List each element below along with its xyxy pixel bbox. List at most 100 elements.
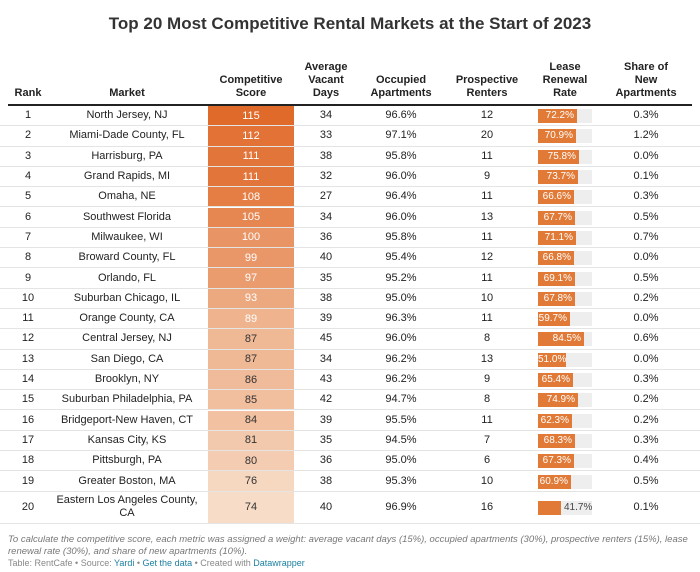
table-row: 76 19 Greater Boston, MA 38 95.3% 10 0.5% 60.9% [0,471,700,492]
source-link[interactable]: Yardi [114,558,135,568]
rank-cell: 6 [24,210,32,223]
score-cell: 93 [208,288,294,308]
table-row: 108 5 Omaha, NE 27 96.4% 11 0.3% 66.6% [0,187,700,208]
new-apartments-cell: 0.3% [633,433,659,446]
renewal-bar: 59.7% [538,312,570,327]
occupied-cell: 94.7% [385,393,417,406]
score-cell: 81 [208,430,294,451]
market-cell: Grand Rapids, MI [83,170,171,183]
occupied-cell: 95.8% [385,149,417,162]
renewal-bar-track: 71.1% [538,230,592,245]
new-apartments-cell: 0.2% [633,291,659,304]
score-cell: 80 [208,451,294,471]
vacant-days-cell: 38 [319,149,333,162]
table-row: 97 9 Orlando, FL 35 95.2% 11 0.5% 69.1% [0,268,700,289]
renewal-bar: 67.8% [538,291,575,306]
score-cell: 112 [208,126,294,146]
occupied-cell: 96.2% [385,373,417,386]
prospective-cell: 10 [480,291,494,304]
rank-cell: 16 [21,413,35,426]
table-row: 85 15 Suburban Philadelphia, PA 42 94.7% 8 0.2… [0,390,700,411]
new-apartments-cell: 1.2% [633,129,659,142]
rank-cell: 14 [21,373,35,386]
table-row: 99 8 Broward County, FL 40 95.4% 12 0.0% 66.8% [0,248,700,269]
market-cell: San Diego, CA [90,352,164,365]
header-rank: Rank [14,87,42,99]
header-renewal: Lease Renewal Rate [542,61,588,99]
renewal-bar: 69.1% [538,271,575,286]
renewal-bar-track: 69.1% [538,271,592,286]
prospective-cell: 11 [481,271,493,284]
market-cell: Southwest Florida [82,210,172,223]
prospective-cell: 12 [480,251,494,264]
rank-cell: 3 [24,149,32,162]
renewal-bar-track: 74.9% [538,393,592,408]
score-cell: 86 [208,369,294,390]
table-row: 87 13 San Diego, CA 34 96.2% 13 0.0% 51.0% [0,349,700,370]
renewal-bar-track: 72.2% [538,109,592,124]
occupied-cell: 96.6% [385,109,417,122]
renewal-bar: 70.9% [538,129,576,144]
score-cell: 84 [208,410,294,430]
vacant-days-cell: 34 [319,109,333,122]
credit-suffix: • Created with [192,558,254,568]
prospective-cell: 8 [483,332,491,345]
renewal-bar-label: 41.7% [564,501,593,513]
prospective-cell: 11 [481,190,493,203]
score-cell: 115 [208,106,294,126]
renewal-bar: 74.9% [538,393,578,408]
new-apartments-cell: 0.2% [633,393,659,406]
market-cell: Milwaukee, WI [91,230,163,243]
renewal-bar-track: 75.8% [538,149,592,164]
table-notes: To calculate the competitive score, each… [8,534,688,557]
rank-cell: 19 [21,474,35,487]
credit-prefix: Table: RentCafe • Source: [8,558,115,568]
vacant-days-cell: 43 [319,373,333,386]
prospective-cell: 13 [480,210,494,223]
get-data-link[interactable]: Get the data [142,558,193,568]
new-apartments-cell: 0.5% [633,271,659,284]
vacant-days-cell: 42 [319,393,333,406]
vacant-days-cell: 39 [319,312,333,325]
vacant-days-cell: 34 [319,210,333,223]
table-row: 105 6 Southwest Florida 34 96.0% 13 0.5% 67.7% [0,207,700,228]
new-apartments-cell: 0.1% [633,170,659,183]
occupied-cell: 96.0% [385,170,417,183]
datawrapper-link[interactable]: Datawrapper [253,558,305,568]
score-cell: 100 [208,227,294,248]
market-cell: Suburban Philadelphia, PA [61,393,193,406]
renewal-bar-track: 67.8% [538,291,592,306]
prospective-cell: 6 [483,454,491,467]
table-row: 111 3 Harrisburg, PA 38 95.8% 11 0.0% 75.8% [0,146,700,167]
rank-cell: 11 [22,312,34,325]
vacant-days-cell: 45 [319,332,333,345]
prospective-cell: 13 [480,352,494,365]
renewal-bar: 72.2% [538,109,577,124]
renewal-bar: 84.5% [538,332,584,347]
renewal-bar: 62.3% [538,413,572,428]
vacant-days-cell: 39 [319,413,333,426]
table-row: 93 10 Suburban Chicago, IL 38 95.0% 10 0.2% 67.… [0,288,700,309]
vacant-days-cell: 38 [319,474,333,487]
vacant-days-cell: 40 [319,251,333,264]
market-cell: Orlando, FL [97,271,157,284]
prospective-cell: 12 [480,109,494,122]
rank-cell: 8 [24,251,32,264]
table-row: 81 17 Kansas City, KS 35 94.5% 7 0.3% 68.3% [0,430,700,452]
credit-line: Table: RentCafe • Source: Yardi • Get th… [8,558,305,568]
market-cell: North Jersey, NJ [86,109,168,122]
renewal-bar-track: 59.7% [538,312,592,327]
renewal-bar: 75.8% [538,149,579,164]
table-row: 115 1 North Jersey, NJ 34 96.6% 12 0.3% 72.2% [0,106,700,127]
vacant-days-cell: 35 [319,271,333,284]
new-apartments-cell: 0.0% [633,251,659,264]
market-cell: Brooklyn, NY [94,373,160,386]
renewal-bar-track: 66.8% [538,251,592,266]
prospective-cell: 10 [480,474,494,487]
score-cell: 87 [208,349,294,369]
prospective-cell: 9 [483,373,491,386]
rank-cell: 17 [21,433,35,446]
occupied-cell: 95.8% [385,230,417,243]
new-apartments-cell: 0.3% [633,190,659,203]
rank-cell: 2 [24,129,32,142]
